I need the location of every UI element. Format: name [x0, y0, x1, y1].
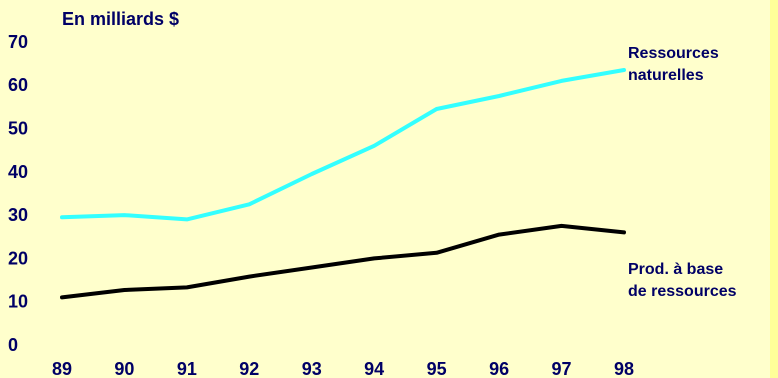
x-tick-label: 98 — [614, 359, 634, 378]
x-tick-labels: 89 90 91 92 93 94 95 96 97 98 — [52, 359, 634, 378]
y-tick-label: 30 — [8, 205, 28, 225]
x-tick-label: 97 — [552, 359, 572, 378]
x-tick-label: 91 — [177, 359, 197, 378]
y-tick-label: 50 — [8, 119, 28, 139]
y-tick-label: 20 — [8, 248, 28, 268]
series-lines — [60, 68, 626, 300]
x-tick-label: 90 — [114, 359, 134, 378]
series-label-line: de ressources — [628, 283, 737, 300]
y-axis-unit-label: En milliards $ — [62, 9, 179, 29]
y-tick-label: 40 — [8, 162, 28, 182]
x-tick-label: 89 — [52, 359, 72, 378]
x-tick-label: 93 — [302, 359, 322, 378]
series-labels: Ressources naturelles Prod. à base de resso… — [628, 45, 737, 300]
x-tick-label: 94 — [364, 359, 384, 378]
series-label-line: naturelles — [628, 67, 704, 84]
y-tick-labels: 0 10 20 30 40 50 60 70 — [8, 32, 28, 355]
x-tick-label: 96 — [489, 359, 509, 378]
edge-strip — [770, 0, 778, 378]
x-tick-label: 92 — [239, 359, 259, 378]
x-tick-label: 95 — [427, 359, 447, 378]
series-line-ressources-naturelles — [60, 68, 626, 222]
series-label-line: Prod. à base — [628, 261, 723, 278]
y-tick-label: 0 — [8, 335, 18, 355]
y-tick-label: 10 — [8, 292, 28, 312]
y-tick-label: 60 — [8, 75, 28, 95]
series-line-prod-a-base-de-ressources — [60, 223, 626, 300]
y-tick-label: 70 — [8, 32, 28, 52]
series-label-line: Ressources — [628, 45, 719, 62]
